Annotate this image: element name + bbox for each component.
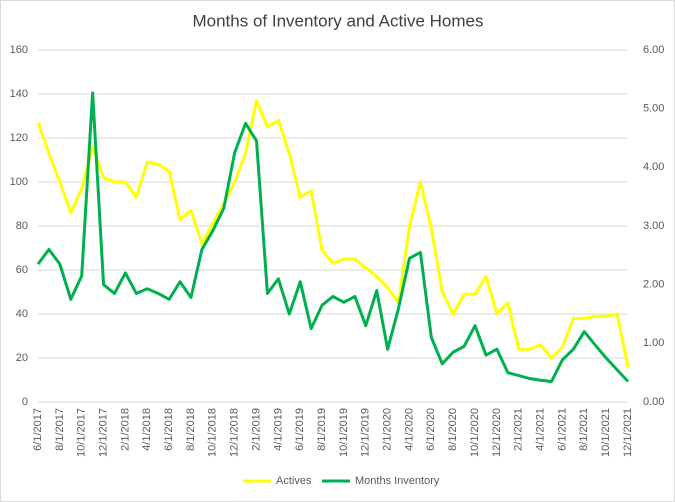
y-tick-label: 160 — [10, 44, 28, 56]
y2-tick-label: 0.00 — [643, 396, 664, 408]
series-line — [36, 91, 630, 383]
y-tick-label: 40 — [16, 308, 28, 320]
x-tick-label: 2/1/2018 — [119, 408, 131, 451]
x-tick-label: 6/1/2017 — [32, 408, 44, 451]
y-tick-label: 120 — [10, 132, 28, 144]
series-line — [36, 99, 630, 368]
x-tick-label: 2/1/2021 — [513, 408, 525, 451]
x-tick-label: 12/1/2021 — [622, 408, 634, 457]
x-tick-label: 6/1/2018 — [163, 408, 175, 451]
legend-label: Actives — [276, 475, 312, 487]
x-tick-label: 10/1/2021 — [600, 408, 612, 457]
x-tick-label: 2/1/2020 — [382, 408, 394, 451]
x-tick-label: 12/1/2017 — [97, 408, 109, 457]
x-tick-label: 8/1/2017 — [54, 408, 66, 451]
x-tick-label: 4/1/2020 — [403, 408, 415, 451]
legend-label: Months Inventory — [355, 475, 440, 487]
x-tick-label: 10/1/2017 — [76, 408, 88, 457]
x-tick-label: 12/1/2019 — [360, 408, 372, 457]
x-tick-label: 6/1/2021 — [556, 408, 568, 451]
y2-tick-label: 4.00 — [643, 161, 664, 173]
y-tick-label: 60 — [16, 264, 28, 276]
y-tick-label: 0 — [22, 396, 28, 408]
x-tick-label: 12/1/2018 — [229, 408, 241, 457]
x-tick-label: 10/1/2020 — [469, 408, 481, 457]
x-tick-label: 4/1/2021 — [534, 408, 546, 451]
x-tick-label: 8/1/2018 — [185, 408, 197, 451]
y-tick-label: 140 — [10, 88, 28, 100]
y2-tick-label: 5.00 — [643, 103, 664, 115]
y-tick-label: 20 — [16, 352, 28, 364]
x-tick-label: 2/1/2019 — [250, 408, 262, 451]
y-tick-label: 100 — [10, 176, 28, 188]
x-tick-label: 6/1/2019 — [294, 408, 306, 451]
y2-tick-label: 1.00 — [643, 337, 664, 349]
y2-tick-label: 6.00 — [643, 44, 664, 56]
x-tick-label: 10/1/2018 — [207, 408, 219, 457]
x-tick-label: 4/1/2019 — [272, 408, 284, 451]
x-tick-label: 6/1/2020 — [425, 408, 437, 451]
y-tick-label: 80 — [16, 220, 28, 232]
y2-tick-label: 2.00 — [643, 279, 664, 291]
chart-title: Months of Inventory and Active Homes — [192, 11, 483, 30]
x-tick-label: 8/1/2019 — [316, 408, 328, 451]
x-tick-label: 12/1/2020 — [491, 408, 503, 457]
x-tick-label: 4/1/2018 — [141, 408, 153, 451]
x-tick-label: 10/1/2019 — [338, 408, 350, 457]
x-tick-label: 8/1/2021 — [578, 408, 590, 451]
y2-tick-label: 3.00 — [643, 220, 664, 232]
x-tick-label: 8/1/2020 — [447, 408, 459, 451]
